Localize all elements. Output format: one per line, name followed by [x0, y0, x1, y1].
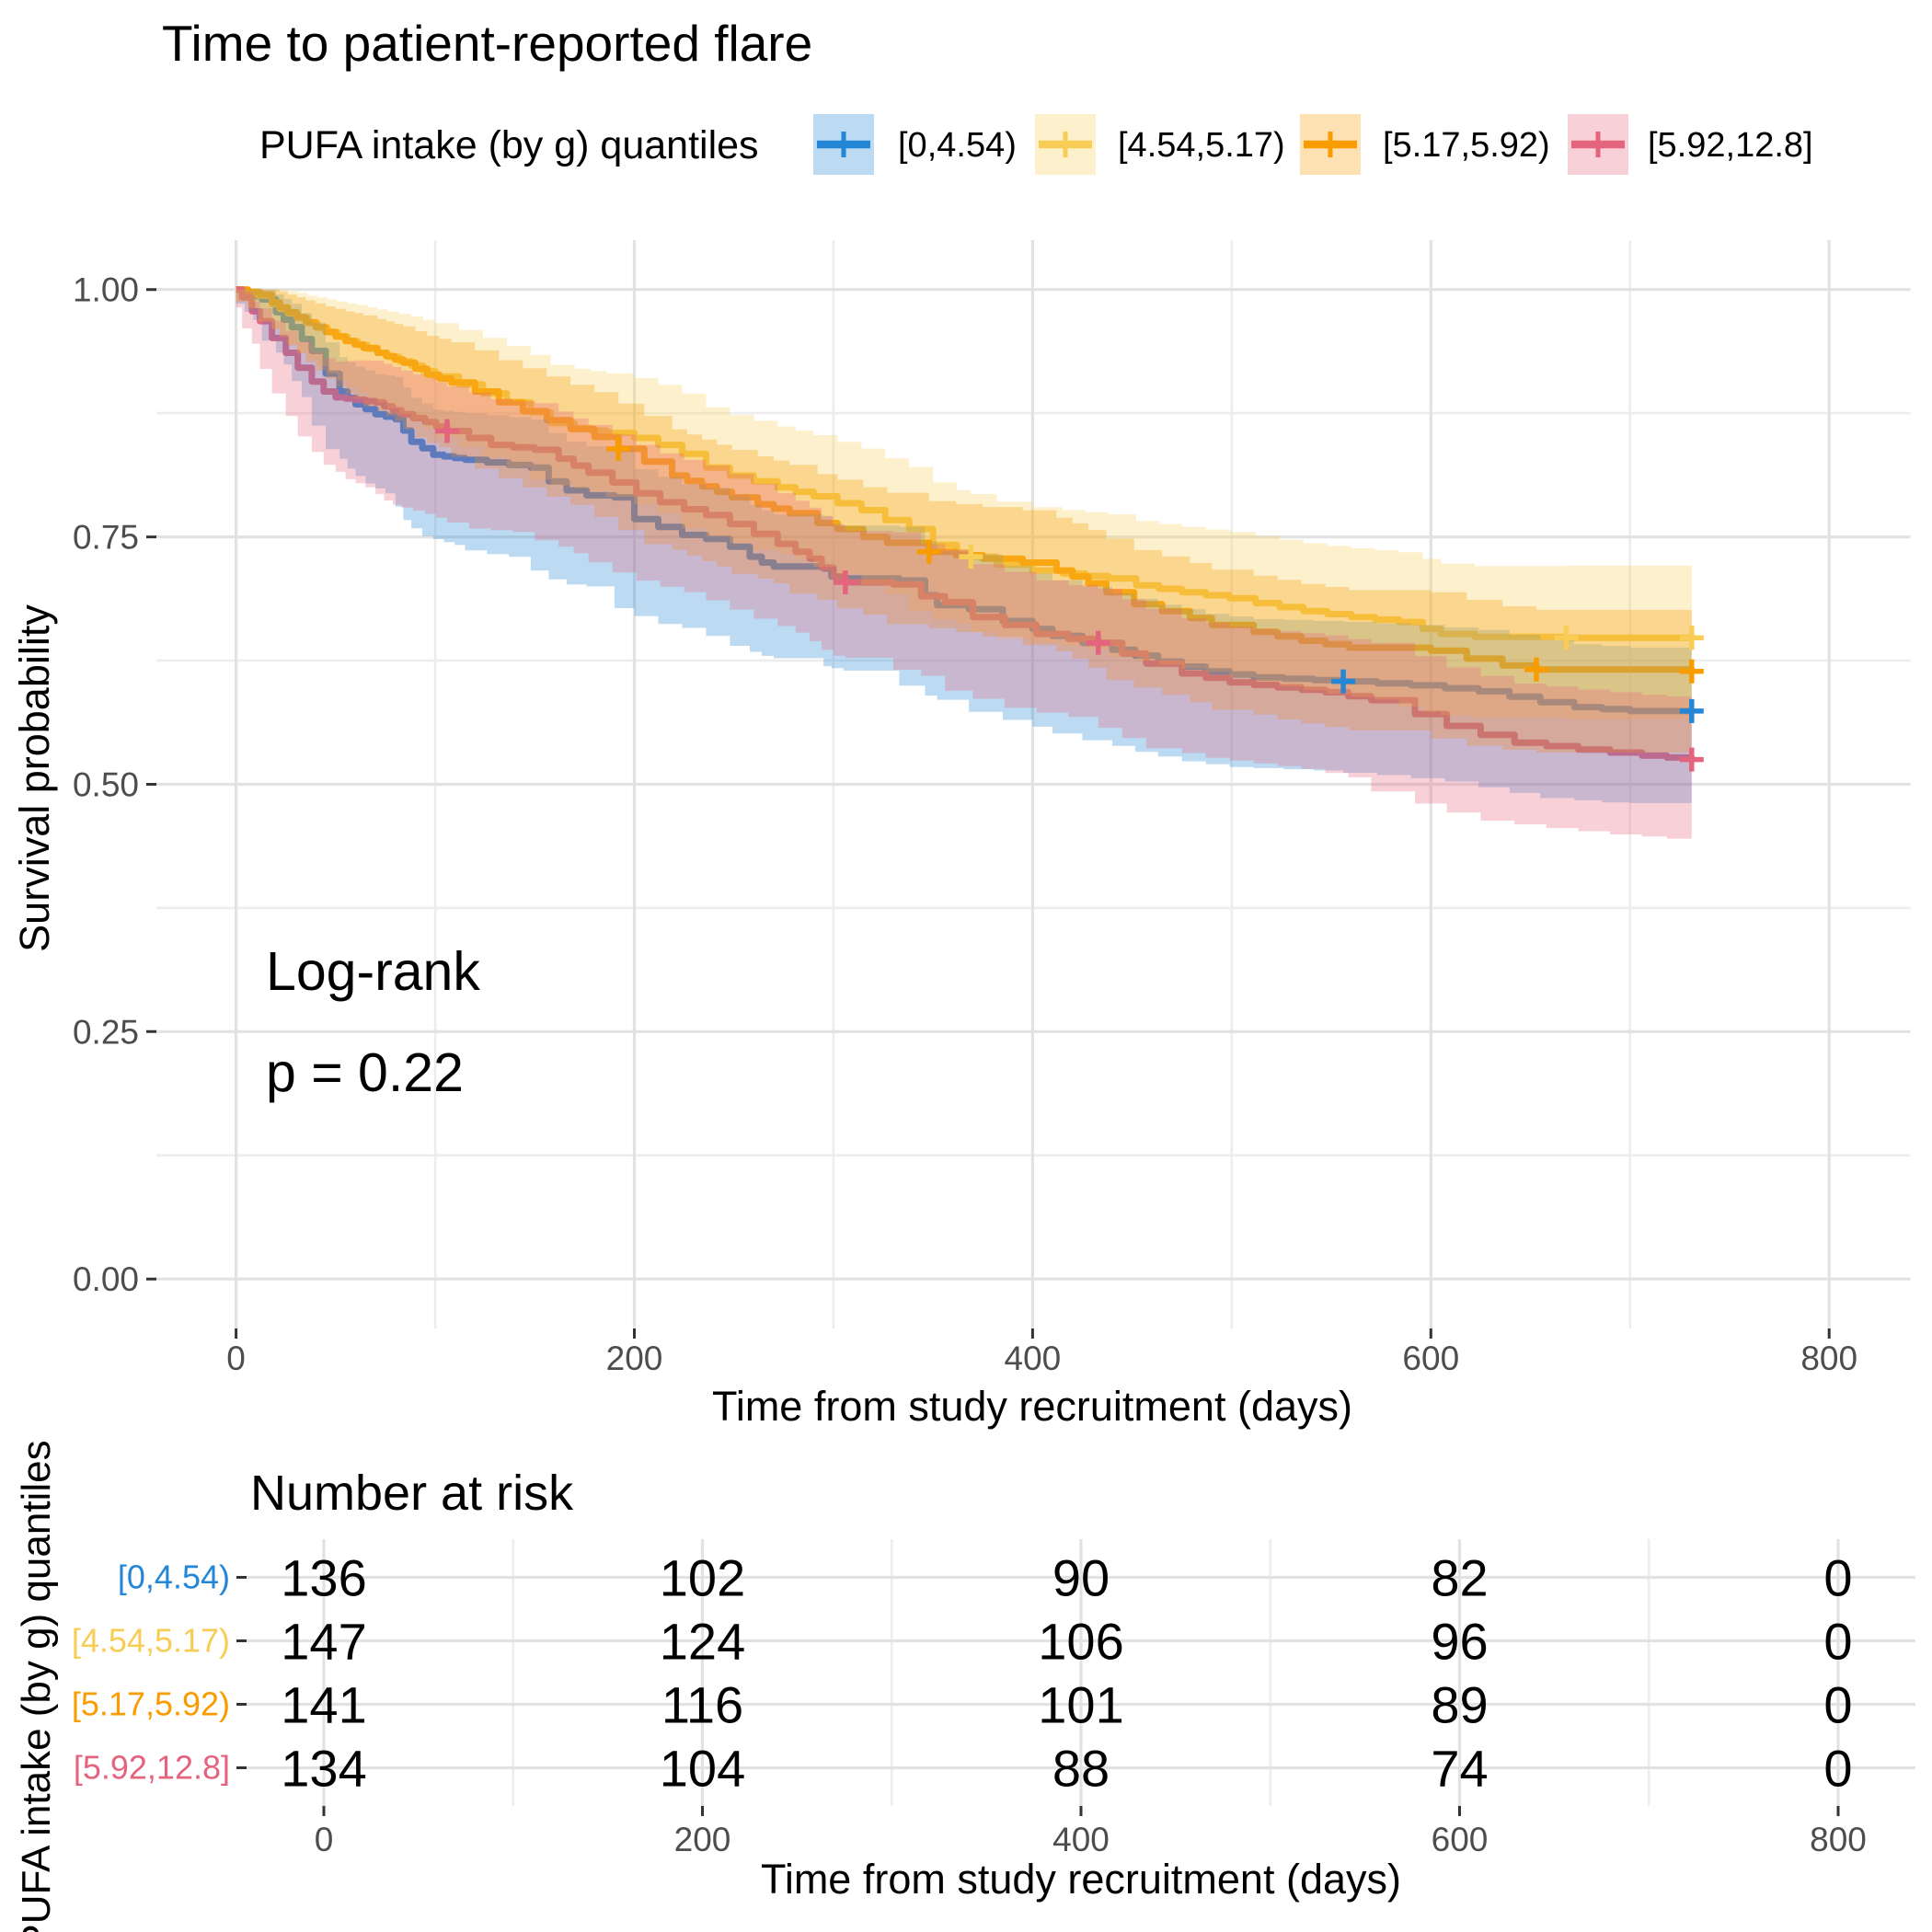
svg-text:147: 147 [281, 1613, 366, 1671]
svg-text:[0,4.54): [0,4.54) [898, 126, 1017, 165]
svg-text:400: 400 [1052, 1821, 1110, 1858]
svg-text:Time to patient-reported flare: Time to patient-reported flare [162, 15, 812, 72]
svg-text:Time from study recruitment (d: Time from study recruitment (days) [712, 1383, 1352, 1430]
svg-text:106: 106 [1038, 1613, 1123, 1671]
svg-text:[5.17,5.92): [5.17,5.92) [72, 1685, 230, 1723]
svg-text:Time from study recruitment (d: Time from study recruitment (days) [761, 1856, 1401, 1903]
svg-text:0: 0 [1823, 1676, 1852, 1734]
svg-text:101: 101 [1038, 1676, 1123, 1734]
svg-text:[5.92,12.8]: [5.92,12.8] [1648, 126, 1813, 165]
svg-text:0: 0 [1823, 1740, 1852, 1798]
svg-text:[4.54,5.17): [4.54,5.17) [72, 1622, 230, 1660]
svg-text:104: 104 [660, 1740, 745, 1798]
svg-text:600: 600 [1402, 1340, 1459, 1377]
svg-text:0: 0 [1823, 1549, 1852, 1607]
svg-text:800: 800 [1800, 1340, 1857, 1377]
svg-text:102: 102 [660, 1549, 745, 1607]
svg-text:800: 800 [1810, 1821, 1867, 1858]
svg-text:0.00: 0.00 [73, 1260, 139, 1298]
svg-text:600: 600 [1432, 1821, 1489, 1858]
svg-text:0.75: 0.75 [73, 519, 139, 557]
svg-text:124: 124 [660, 1613, 745, 1671]
svg-text:90: 90 [1052, 1549, 1110, 1607]
svg-text:200: 200 [674, 1821, 731, 1858]
svg-text:Number at risk: Number at risk [250, 1466, 574, 1521]
svg-text:134: 134 [281, 1740, 366, 1798]
svg-text:[5.92,12.8]: [5.92,12.8] [74, 1749, 230, 1787]
svg-text:0: 0 [1823, 1613, 1852, 1671]
svg-text:PUFA intake (by g) quantiles: PUFA intake (by g) quantiles [259, 123, 759, 167]
svg-text:Log-rank: Log-rank [266, 941, 480, 1002]
svg-text:[5.17,5.92): [5.17,5.92) [1383, 126, 1550, 165]
svg-text:0: 0 [315, 1821, 334, 1858]
svg-text:PUFA intake (by g) quantiles: PUFA intake (by g) quantiles [14, 1440, 59, 1932]
svg-text:200: 200 [606, 1340, 663, 1377]
svg-text:400: 400 [1005, 1340, 1062, 1377]
svg-text:[0,4.54): [0,4.54) [118, 1558, 230, 1596]
svg-text:0: 0 [226, 1340, 246, 1377]
svg-text:82: 82 [1431, 1549, 1488, 1607]
svg-text:p = 0.22: p = 0.22 [266, 1042, 464, 1103]
svg-text:96: 96 [1431, 1613, 1488, 1671]
svg-text:89: 89 [1431, 1676, 1488, 1734]
svg-text:0.25: 0.25 [73, 1013, 139, 1051]
svg-text:1.00: 1.00 [73, 271, 139, 309]
svg-text:0.50: 0.50 [73, 765, 139, 803]
svg-text:88: 88 [1052, 1740, 1110, 1798]
svg-text:Survival probability: Survival probability [11, 604, 58, 952]
svg-text:116: 116 [661, 1676, 743, 1734]
svg-text:136: 136 [281, 1549, 366, 1607]
svg-text:141: 141 [281, 1676, 366, 1734]
svg-text:[4.54,5.17): [4.54,5.17) [1118, 126, 1285, 165]
svg-text:74: 74 [1431, 1740, 1488, 1798]
